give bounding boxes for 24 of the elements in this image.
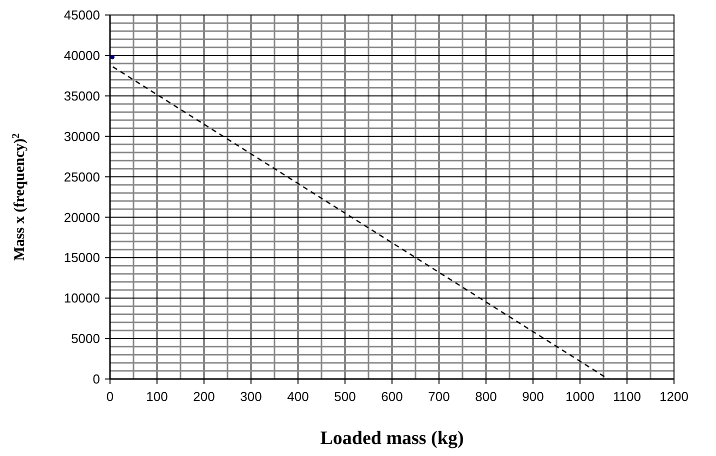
y-tick-label: 15000 xyxy=(64,250,100,266)
x-tick-label: 300 xyxy=(240,389,262,404)
x-tick-label: 400 xyxy=(287,389,309,404)
x-tick-label: 800 xyxy=(475,389,497,404)
y-tick-label: 30000 xyxy=(64,128,100,144)
y-tick-label: 35000 xyxy=(64,88,100,104)
x-tick-label: 1200 xyxy=(660,389,688,404)
x-tick-label: 600 xyxy=(381,389,403,404)
y-tick-label: 10000 xyxy=(64,290,100,306)
x-tick-label: 900 xyxy=(522,389,544,404)
x-tick-label: 0 xyxy=(106,389,114,404)
y-tick-label: 5000 xyxy=(71,331,100,346)
x-tick-label: 1100 xyxy=(613,389,641,404)
x-axis-title: Loaded mass (kg) xyxy=(320,428,464,449)
x-tick-label: 1000 xyxy=(566,389,594,404)
y-tick-label: 20000 xyxy=(64,210,100,225)
y-tick-label: 45000 xyxy=(64,8,100,23)
x-tick-label: 200 xyxy=(193,389,215,404)
x-tick-label: 700 xyxy=(428,389,450,404)
x-tick-label: 100 xyxy=(146,389,168,404)
x-tick-label: 500 xyxy=(334,389,356,404)
y-tick-label: 0 xyxy=(92,372,100,387)
y-tick-label: 25000 xyxy=(64,169,100,184)
y-tick-label: 40000 xyxy=(64,48,100,63)
